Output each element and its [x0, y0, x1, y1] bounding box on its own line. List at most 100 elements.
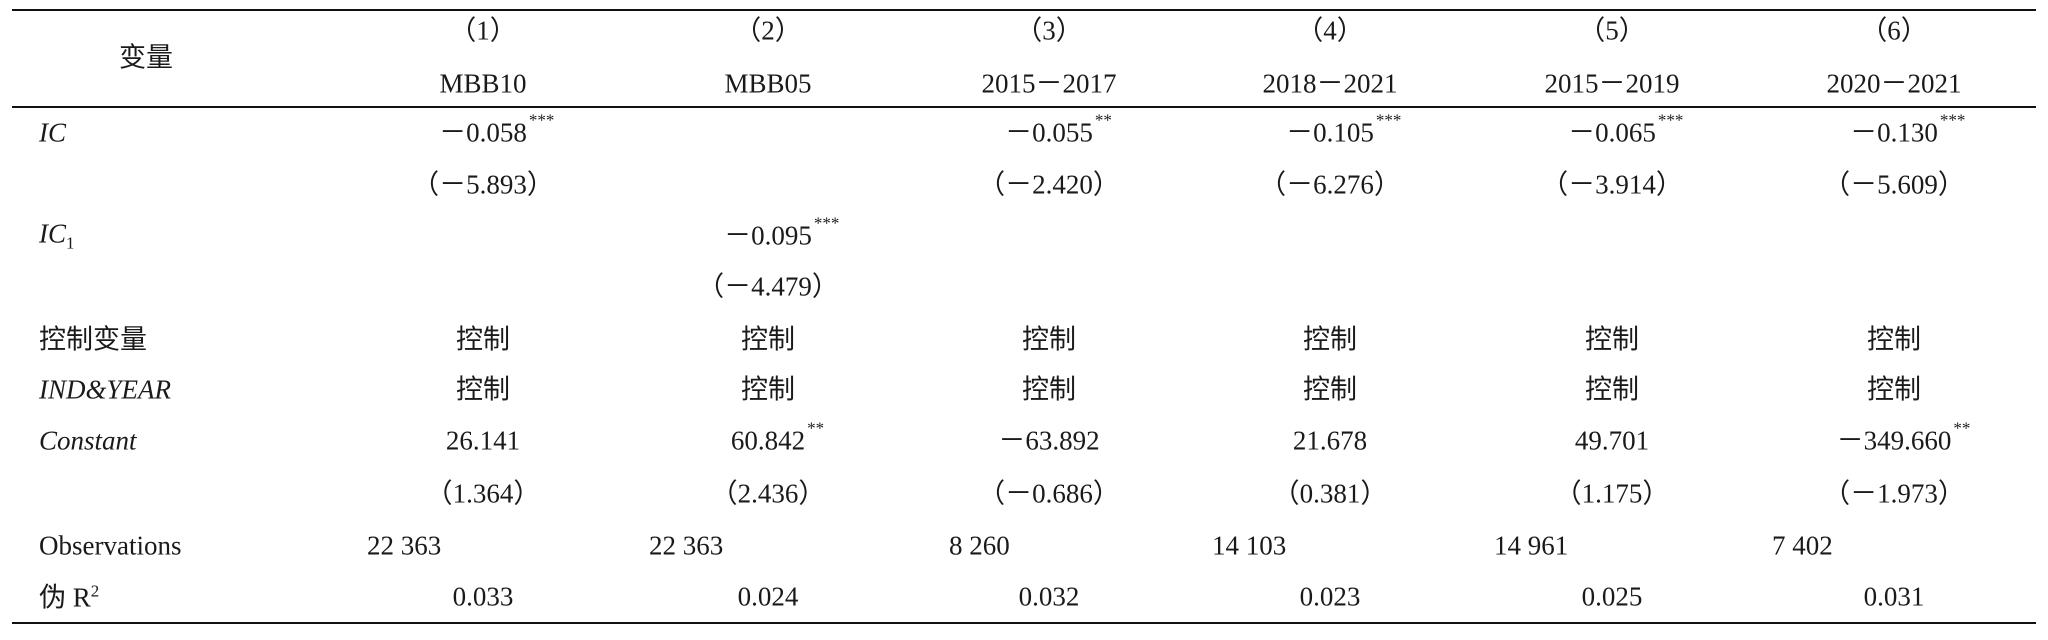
cell-value: 22 363	[367, 530, 442, 561]
cell-value: （－1.973）	[1823, 478, 1965, 509]
cell-value: 控制	[1022, 374, 1076, 405]
cell: 7 402	[1772, 532, 1833, 560]
cell-value: 控制	[1303, 374, 1357, 405]
cell: （－6.276）	[1259, 171, 1401, 199]
cell: －63.892	[998, 425, 1100, 456]
cell-value: －63.892	[998, 425, 1100, 456]
column-number: （4）	[1296, 15, 1364, 46]
significance-stars: ***	[1375, 110, 1402, 130]
cell-value: 0.033	[452, 581, 514, 612]
cell: －0.105 ***	[1286, 112, 1401, 148]
cell: －0.055 **	[1005, 112, 1112, 148]
cell-value: 0.032	[1018, 581, 1080, 612]
cell: 控制	[1585, 374, 1639, 405]
header-rule	[12, 106, 2036, 108]
cell-value: 控制	[741, 324, 795, 355]
cell-value: （－2.420）	[978, 169, 1120, 200]
cell-value: 26.141	[445, 425, 521, 456]
row-label-text: 控制变量	[39, 324, 147, 355]
row-label: 控制变量	[39, 324, 147, 355]
row-label: 伪 R2	[39, 582, 99, 611]
column-number: （2）	[734, 15, 802, 46]
column-number: （3）	[1015, 15, 1083, 46]
cell-value: 0.023	[1299, 581, 1361, 612]
cell: （1.175）	[1554, 478, 1670, 509]
cell: （－3.914）	[1541, 171, 1683, 199]
significance-stars: ***	[528, 110, 555, 130]
significance-stars: **	[1953, 418, 1971, 438]
cell-value: 控制	[741, 374, 795, 405]
column-title: 2015－2019	[1544, 68, 1680, 99]
cell-value: －349.660	[1836, 425, 1952, 456]
cell: 0.024	[737, 581, 799, 612]
significance-stars: ***	[1657, 110, 1684, 130]
cell-value: （1.175）	[1554, 478, 1670, 509]
row-label: Observations	[39, 530, 182, 561]
row-label: IND&YEAR	[39, 374, 171, 405]
row-label-text: IC	[39, 117, 66, 148]
cell: －349.660 **	[1836, 420, 1971, 456]
row-label: IC1	[39, 220, 75, 251]
cell-value: －0.055	[1005, 117, 1093, 148]
row-label-text: Observations	[39, 530, 182, 561]
row-label: Constant	[39, 427, 137, 455]
cell-value: 8 260	[949, 530, 1010, 561]
cell-value: 控制	[1867, 324, 1921, 355]
cell: 8 260	[949, 530, 1010, 561]
cell-value: 控制	[1585, 324, 1639, 355]
cell-value: －0.105	[1286, 117, 1374, 148]
cell: 14 961	[1494, 530, 1569, 561]
cell-value: 控制	[456, 324, 510, 355]
cell-value: （－5.609）	[1823, 169, 1965, 200]
cell-value: （－4.479）	[697, 271, 839, 302]
significance-stars: ***	[1939, 110, 1966, 130]
top-rule	[12, 9, 2036, 11]
cell: 控制	[1585, 324, 1639, 355]
cell-value: 0.025	[1581, 581, 1643, 612]
cell-value: －0.130	[1850, 117, 1938, 148]
cell: 控制	[1022, 374, 1076, 405]
cell: 控制	[456, 324, 510, 355]
cell: （－2.420）	[978, 169, 1120, 200]
cell: 0.032	[1018, 581, 1080, 612]
row-label-superscript: 2	[90, 581, 100, 601]
cell: 0.031	[1864, 583, 1925, 611]
column-title: 2018－2021	[1262, 68, 1398, 99]
cell: 60.842 **	[730, 420, 824, 456]
row-label-text: IND&YEAR	[39, 374, 171, 405]
cell-value: （－0.686）	[978, 478, 1120, 509]
cell: （－0.686）	[978, 478, 1120, 509]
cell-value: 控制	[1303, 324, 1357, 355]
cell-value: 60.842	[730, 425, 806, 456]
row-label-text: 伪 R	[39, 582, 91, 613]
cell: －0.130 ***	[1850, 112, 1965, 148]
cell: 21.678	[1293, 427, 1367, 455]
cell-value: （－5.893）	[412, 169, 554, 200]
column-number: （5）	[1578, 15, 1646, 46]
cell-value: 14 961	[1494, 530, 1569, 561]
cell: －0.095 ***	[724, 215, 839, 250]
cell-value: 0.024	[737, 581, 799, 612]
column-title: MBB10	[439, 68, 527, 99]
cell: 控制	[1867, 376, 1921, 404]
cell: 控制	[1303, 324, 1357, 355]
cell-value: 控制	[1585, 374, 1639, 405]
cell: 49.701	[1575, 427, 1649, 455]
cell: 14 103	[1212, 530, 1287, 561]
cell: 0.025	[1581, 581, 1643, 612]
cell: 0.023	[1299, 581, 1361, 612]
cell: 控制	[1867, 324, 1921, 355]
column-number: （1）	[449, 15, 517, 46]
cell-value: 控制	[1022, 324, 1076, 355]
cell: （－1.973）	[1823, 478, 1965, 509]
cell: （－5.893）	[412, 169, 554, 200]
significance-stars: **	[807, 418, 825, 438]
bottom-rule	[12, 622, 2036, 624]
cell: 控制	[741, 374, 795, 405]
column-title: 2015－2017	[981, 68, 1117, 99]
cell-value: （0.381）	[1272, 478, 1388, 509]
cell-value: 14 103	[1212, 530, 1287, 561]
column-number: （6）	[1860, 15, 1928, 46]
significance-stars: ***	[813, 213, 840, 233]
